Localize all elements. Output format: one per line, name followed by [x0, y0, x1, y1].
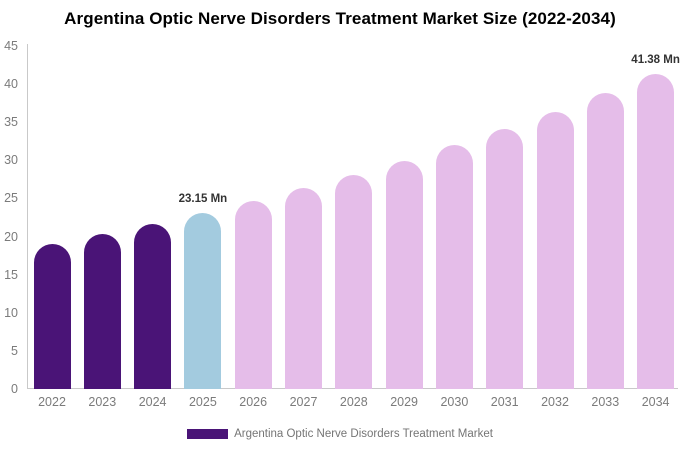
bar-2025: [184, 212, 222, 389]
x-tick-label-2024: 2024: [138, 395, 167, 409]
y-tick-label-0: 0: [11, 381, 18, 396]
bar-2024: [134, 223, 172, 389]
y-tick-label-25: 25: [4, 191, 18, 206]
y-tick-label-15: 15: [4, 267, 18, 282]
y-tick-label-10: 10: [4, 305, 18, 320]
x-tick-label-2030: 2030: [440, 395, 469, 409]
x-tick-label-2032: 2032: [541, 395, 569, 409]
y-tick-label-20: 20: [4, 229, 18, 244]
y-tick-label-45: 45: [4, 38, 18, 53]
y-tick-label-40: 40: [4, 76, 18, 91]
legend-swatch: [187, 429, 229, 439]
x-tick-label-2025: 2025: [188, 395, 217, 409]
bar-2022: [33, 243, 71, 389]
x-tick-label-2033: 2033: [591, 395, 620, 409]
x-tick-label-2023: 2023: [88, 395, 117, 409]
bar-2033: [586, 93, 624, 389]
bar-2030: [435, 145, 473, 389]
x-tick-label-2022: 2022: [38, 395, 66, 409]
bar-2026: [234, 200, 272, 389]
bar-2031: [486, 129, 524, 389]
legend: Argentina Optic Nerve Disorders Treatmen…: [0, 426, 680, 442]
x-tick-label-2026: 2026: [239, 395, 268, 409]
bar-2023: [83, 234, 121, 389]
chart-title: Argentina Optic Nerve Disorders Treatmen…: [64, 9, 616, 28]
x-tick-label-2028: 2028: [339, 395, 368, 409]
legend-label: Argentina Optic Nerve Disorders Treatmen…: [234, 428, 493, 440]
y-tick-label-5: 5: [11, 343, 18, 358]
bar-2032: [536, 111, 574, 389]
bar-2029: [385, 160, 423, 389]
value-label-2034: 41.38 Mn: [631, 54, 680, 67]
bar-2034: [637, 73, 675, 389]
value-label-2025: 23.15 Mn: [178, 193, 228, 205]
bar-2027: [285, 188, 322, 389]
x-tick-label-2034: 2034: [641, 395, 670, 409]
x-tick-label-2027: 2027: [289, 395, 318, 409]
x-tick-label-2029: 2029: [390, 395, 418, 409]
y-tick-label-30: 30: [4, 153, 18, 168]
bar-2028: [335, 174, 373, 389]
x-tick-label-2031: 2031: [490, 395, 519, 409]
y-tick-label-35: 35: [4, 114, 18, 129]
